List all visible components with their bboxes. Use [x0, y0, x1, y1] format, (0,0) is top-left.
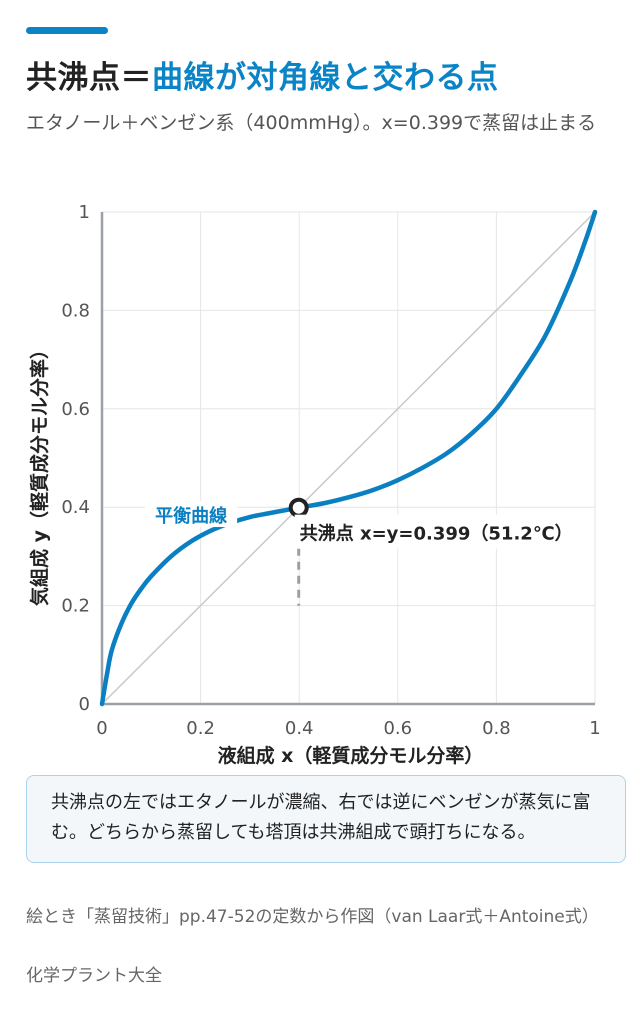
x-tick-label-2: 0.4	[285, 718, 314, 739]
x-axis-label: 液組成 x（軽質成分モル分率）	[218, 744, 484, 767]
series-label: 平衡曲線	[155, 505, 227, 527]
y-tick-label-2: 0.4	[61, 497, 90, 518]
y-tick-label-5: 1	[79, 202, 90, 223]
x-tick-label-3: 0.6	[383, 718, 412, 739]
page-subtitle: エタノール＋ベンゼン系（400mmHg）。x=0.399で蒸留は止まる	[26, 112, 597, 134]
note-box: 共沸点の左ではエタノールが濃縮、右では逆にベンゼンが蒸気に富む。どちらから蒸留し…	[26, 775, 626, 863]
page-title: 共沸点＝曲線が対角線と交わる点	[26, 52, 499, 97]
y-tick-label-0: 0	[79, 694, 90, 715]
x-tick-label-4: 0.8	[482, 718, 511, 739]
accent-bar	[26, 27, 108, 34]
y-axis-label: 気組成 y（軽質成分モル分率）	[28, 340, 51, 606]
azeotrope-label: 共沸点 x=y=0.399（51.2℃）	[300, 523, 573, 545]
source-citation: 絵とき「蒸留技術」pp.47-52の定数から作図（van Laar式＋Antoi…	[26, 907, 599, 927]
azeotrope-label-background	[294, 514, 593, 549]
y-tick-label-4: 0.8	[61, 300, 90, 321]
azeotrope-marker	[288, 497, 309, 518]
y-tick-labels: 0 0.2 0.4 0.6 0.8 1	[61, 202, 90, 715]
series-label-background	[145, 501, 238, 528]
title-part-black: 共沸点＝	[26, 60, 152, 96]
x-tick-label-0: 0	[96, 718, 107, 739]
x-tick-label-5: 1	[589, 718, 600, 739]
x-tick-label-1: 0.2	[186, 718, 215, 739]
publisher-name: 化学プラント大全	[26, 966, 162, 986]
title-part-highlight: 曲線が対角線と交わる点	[152, 60, 499, 96]
y-tick-label-3: 0.6	[61, 399, 90, 420]
diagonal-line	[101, 211, 596, 705]
vle-chart: 0 0.2 0.4 0.6 0.8 1 0 0.2 0.4 0.6 0.8 1 平衡曲線 共沸点 x…	[28, 202, 601, 767]
x-tick-labels: 0 0.2 0.4 0.6 0.8 1	[96, 718, 600, 739]
y-tick-label-1: 0.2	[61, 596, 90, 617]
